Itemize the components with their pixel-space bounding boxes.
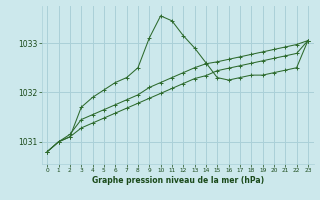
X-axis label: Graphe pression niveau de la mer (hPa): Graphe pression niveau de la mer (hPa): [92, 176, 264, 185]
